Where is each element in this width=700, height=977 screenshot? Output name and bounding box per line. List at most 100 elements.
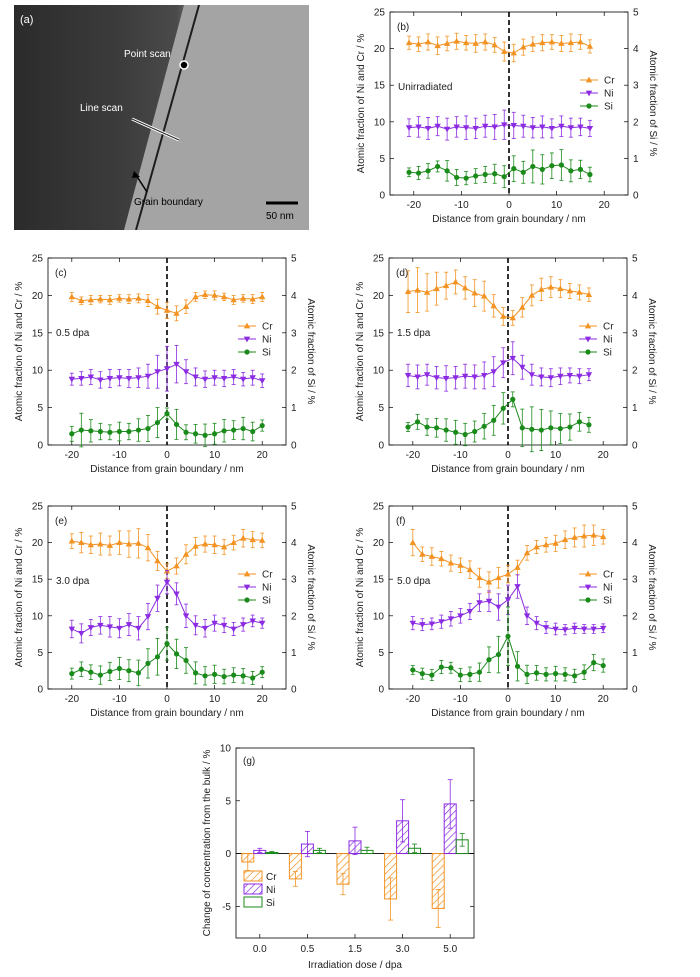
x-tick-label: 20 <box>599 200 611 211</box>
y2-tick-label: 3 <box>632 575 638 586</box>
data-point <box>135 375 142 382</box>
series-cr <box>68 528 266 579</box>
legend-label: Si <box>262 348 271 359</box>
data-point <box>438 619 445 626</box>
data-point <box>448 665 454 671</box>
y-tick-label: 5 <box>379 154 385 165</box>
data-point <box>240 673 246 679</box>
series-ni <box>405 109 594 141</box>
series-si <box>406 149 593 189</box>
legend-label: Cr <box>262 322 273 333</box>
data-point <box>220 543 228 550</box>
data-point <box>433 285 440 292</box>
data-point <box>482 171 488 178</box>
y-tick-label: 25 <box>374 8 386 19</box>
data-point <box>585 291 593 298</box>
data-point <box>590 531 597 538</box>
x-tick-label: 5.0 <box>443 944 457 955</box>
y-tick-label: 15 <box>373 328 385 339</box>
data-point <box>409 539 416 545</box>
data-point <box>529 40 536 47</box>
data-point <box>443 427 449 433</box>
data-point <box>500 405 506 411</box>
data-point <box>561 536 569 543</box>
x-tick-label: 0.0 <box>253 944 267 955</box>
y2-tick-label: 4 <box>291 291 297 302</box>
y2-tick-label: 5 <box>633 8 639 19</box>
data-point <box>201 540 209 547</box>
y2-tick-label: 5 <box>632 254 638 265</box>
data-point <box>600 625 607 632</box>
data-point <box>509 314 516 321</box>
data-point <box>250 675 256 681</box>
legend-marker <box>585 90 593 97</box>
legend-label: Si <box>603 596 612 607</box>
scale-bar-label: 50 nm <box>266 211 294 222</box>
data-point <box>163 366 171 373</box>
data-point <box>419 622 426 628</box>
data-point <box>424 424 430 430</box>
y-axis-label: Atomic fraction of Ni and Cr / % <box>356 34 367 174</box>
x-tick-label: -10 <box>112 450 127 461</box>
x-tick-label: 1.5 <box>348 944 362 955</box>
data-point <box>125 540 133 547</box>
legend-label: Ni <box>603 583 612 594</box>
data-point <box>212 671 218 677</box>
data-point <box>457 672 463 678</box>
data-point <box>97 428 103 435</box>
chart-b: -20 -10 0 10 20 0 5 10 15 20 25 0 1 2 3 4 5 Distance from… <box>356 8 658 226</box>
data-point <box>523 549 531 556</box>
series-cr <box>409 524 607 593</box>
y2-tick-label: 1 <box>633 154 639 165</box>
legend-marker <box>584 322 592 329</box>
data-point <box>404 373 412 379</box>
legend-swatch <box>243 883 263 895</box>
series-cr <box>68 290 266 322</box>
data-point <box>419 671 425 677</box>
panel-label-a: (a) <box>20 14 33 26</box>
data-point <box>567 39 575 46</box>
x-tick-label: -10 <box>453 450 468 461</box>
arrow-head <box>132 171 140 178</box>
y2-tick-label: 3 <box>291 328 297 339</box>
legend-marker <box>244 597 250 603</box>
data-point <box>519 364 526 371</box>
x-tick-label: 20 <box>598 450 610 461</box>
data-point <box>542 625 550 631</box>
data-point <box>211 375 218 382</box>
data-point <box>220 376 228 382</box>
dose-annotation: 1.5 dpa <box>397 328 431 339</box>
y2-tick-label: 2 <box>632 366 638 377</box>
data-point <box>529 125 536 132</box>
x-tick-label: -20 <box>407 200 422 211</box>
data-point <box>590 626 597 633</box>
y2-tick-label: 4 <box>633 44 639 55</box>
y-tick-label: 10 <box>220 744 232 755</box>
data-point <box>538 374 545 381</box>
data-point <box>485 578 493 585</box>
legend-marker <box>584 570 592 577</box>
data-point <box>504 597 512 604</box>
y2-tick-label: 1 <box>632 648 638 659</box>
y2-axis-label: Atomic fraction of Si / % <box>646 544 657 650</box>
y-tick-label: 0 <box>378 441 384 452</box>
data-point <box>485 598 493 605</box>
data-point <box>414 419 421 425</box>
data-point <box>580 626 588 633</box>
data-point <box>552 539 559 546</box>
data-point <box>415 170 422 176</box>
data-point <box>514 663 521 669</box>
data-point <box>476 600 483 607</box>
data-point <box>428 553 436 559</box>
series-ni <box>404 341 593 392</box>
x-tick-label: 0 <box>164 450 170 461</box>
y-tick-label: 15 <box>373 575 385 586</box>
data-point <box>239 294 247 301</box>
data-point <box>116 375 123 382</box>
data-point <box>220 293 228 300</box>
data-point <box>154 654 161 660</box>
data-point <box>442 282 450 289</box>
legend-label: Ni <box>266 885 275 896</box>
x-tick-label: 0 <box>506 200 512 211</box>
data-point <box>154 419 161 426</box>
